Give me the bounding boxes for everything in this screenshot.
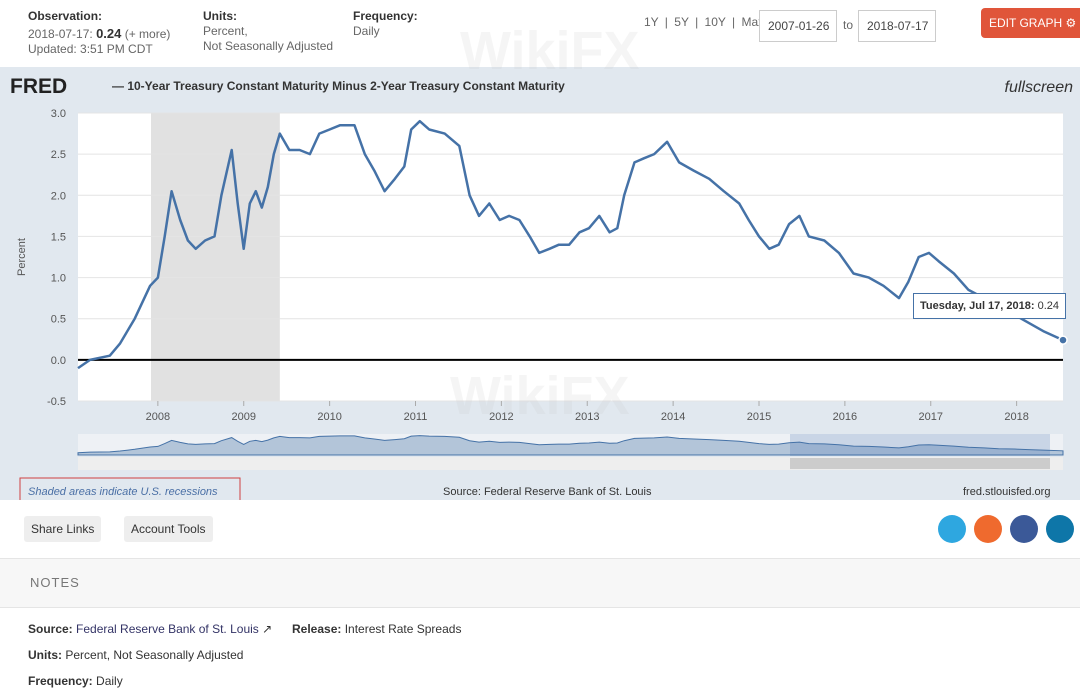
x-tick-label: 2016 (833, 411, 857, 423)
units-label: Units: (203, 9, 237, 23)
site: fred.stlouisfed.org (963, 486, 1051, 498)
range[interactable]: Max (741, 15, 765, 29)
share-links[interactable]: Share Links (24, 516, 102, 542)
recession-shade (150, 113, 280, 401)
range[interactable]: 5Y (674, 15, 689, 29)
observation-value: 0.24 (96, 26, 122, 41)
tooltip: Tuesday, Jul 17, 2018: 0.24 (913, 293, 1067, 319)
account-tools[interactable]: Account Tools (124, 516, 213, 542)
twitter-icon[interactable] (938, 515, 966, 543)
facebook-icon[interactable] (1010, 515, 1038, 543)
start-date[interactable]: 2007-01-26 (759, 10, 837, 42)
updated: Updated: 3:51 PM CDT (28, 42, 153, 56)
watermark: WikiFX (460, 21, 640, 81)
x-tick-label: 2008 (146, 411, 170, 423)
range-buttons: 1Y | 5Y | 10Y | Max (644, 15, 765, 29)
source-link[interactable]: Federal Reserve Bank of St. Louis (76, 622, 259, 636)
source: Source: Federal Reserve Bank of St. Loui… (443, 486, 652, 498)
label: Units: (28, 648, 62, 662)
frequency-label: Frequency: (353, 9, 418, 23)
y-tick-label: 0.0 (51, 355, 66, 367)
fred-logo: FRED (10, 75, 67, 98)
x-tick-label: 2017 (919, 411, 943, 423)
more-link[interactable]: (+ more) (124, 27, 171, 41)
label: Release: (292, 622, 342, 636)
last-point (1058, 335, 1068, 345)
range[interactable]: 10Y (704, 15, 726, 29)
units-line: Not Seasonally Adjusted (203, 39, 334, 53)
edit-graph-button[interactable]: EDIT GRAPH ⚙ (981, 8, 1080, 38)
navigator-area (77, 435, 1064, 456)
scrollbar-thumb[interactable] (790, 458, 1050, 469)
units: Percent, Not Seasonally Adjusted (65, 648, 244, 662)
y-axis-label: Percent (16, 238, 28, 276)
end-date[interactable]: 2018-07-17 (858, 10, 936, 42)
y-tick-label: 1.5 (51, 231, 66, 243)
y-tick-label: 2.5 (51, 149, 66, 161)
x-tick-label: 2014 (661, 411, 685, 423)
to: to (843, 18, 854, 32)
frequency: Daily (353, 24, 380, 38)
x-tick-label: 2009 (231, 411, 255, 423)
chart-title: — 10-Year Treasury Constant Maturity Min… (112, 79, 565, 93)
reddit-icon[interactable] (974, 515, 1002, 543)
notes-bar (0, 558, 1080, 608)
x-tick-label: 2013 (575, 411, 599, 423)
x-tick-label: 2011 (404, 411, 428, 423)
fullscreen[interactable]: fullscreen (1005, 79, 1074, 96)
y-tick-label: 1.0 (51, 273, 66, 285)
y-tick-label: -0.5 (47, 396, 66, 408)
release: Interest Rate Spreads (344, 622, 462, 636)
chart: FRED — 10-Year Treasury Constant Maturit… (0, 67, 1080, 500)
watermark: WikiFX (450, 366, 630, 426)
linkedin-icon[interactable] (1046, 515, 1074, 543)
y-tick-label: 0.5 (51, 314, 66, 326)
label: Source: (28, 622, 73, 636)
x-tick-label: 2015 (747, 411, 771, 423)
observation-label: Observation: (28, 9, 103, 23)
tooltip-value: 0.24 (1037, 300, 1060, 312)
y-tick-label: 3.0 (51, 108, 66, 120)
x-tick-label: 2012 (489, 411, 513, 423)
series-line (77, 119, 1064, 370)
y-tick-label: 2.0 (51, 190, 66, 202)
tooltip-date: Tuesday, Jul 17, 2018: (920, 300, 1035, 312)
highlight-box (19, 477, 241, 500)
observation-date: 2018-07-17: (28, 27, 93, 41)
label: Frequency: (28, 674, 93, 688)
x-tick-label: 2018 (1004, 411, 1028, 423)
recession-note: Shaded areas indicate U.S. recessions (28, 486, 218, 498)
notes-heading: NOTES (30, 575, 80, 590)
button-label: EDIT GRAPH (989, 16, 1063, 30)
x-tick-label: 2010 (317, 411, 341, 423)
range[interactable]: 1Y (644, 15, 659, 29)
units-line: Percent, (203, 24, 248, 38)
frequency: Daily (96, 674, 123, 688)
